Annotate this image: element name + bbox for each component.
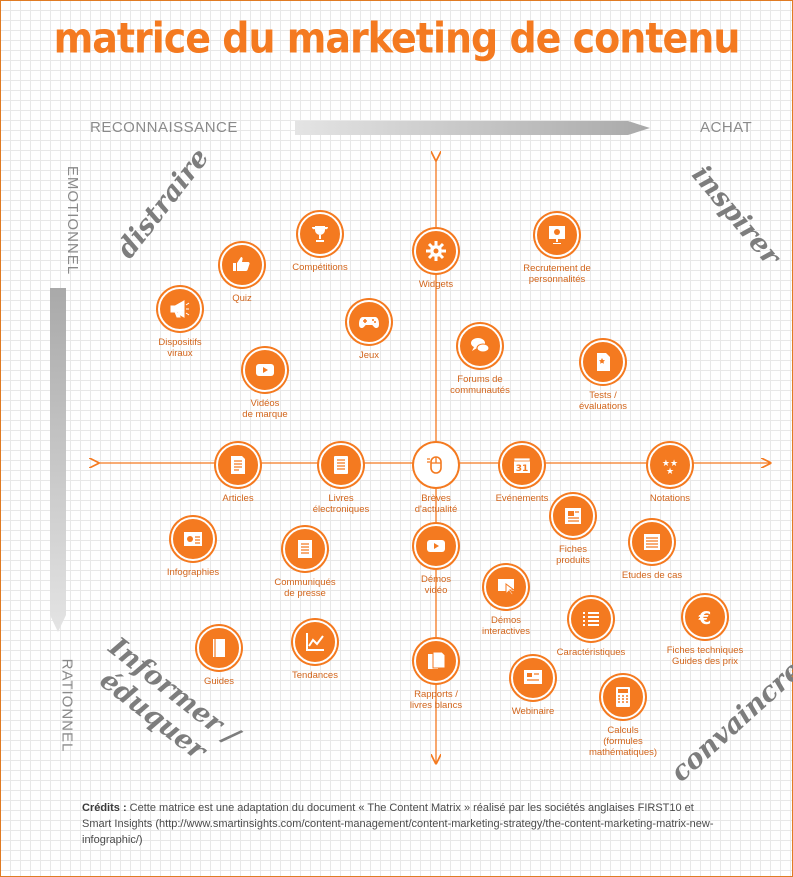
node-label: Notations	[649, 493, 691, 504]
node-news: Brèves d'actualité	[376, 443, 496, 515]
article-icon	[216, 443, 260, 487]
calculator-icon	[601, 675, 645, 719]
celebrity-icon	[535, 213, 579, 257]
svg-text:★★: ★★	[662, 459, 678, 469]
node-press-releases: Communiqués de presse	[245, 527, 365, 599]
node-label: Guides	[203, 676, 235, 687]
node-label: Compétitions	[292, 262, 348, 273]
axis-label-awareness: RECONNAISSANCE	[90, 119, 238, 136]
node-label: Widgets	[418, 279, 454, 290]
node-quiz: Quiz	[182, 243, 302, 304]
credits-body: Cette matrice est une adaptation du docu…	[82, 802, 714, 846]
node-label: Fiches techniques Guides des prix	[666, 645, 744, 667]
node-label: Jeux	[358, 350, 380, 361]
calendar-icon: 31	[500, 443, 544, 487]
node-label: Livres électroniques	[312, 493, 370, 515]
node-label: Dispositifs viraux	[158, 337, 202, 359]
node-product-sheets: Fiches produits	[513, 494, 633, 566]
emotional-to-rational-arrow	[50, 288, 66, 632]
node-label: Quiz	[232, 293, 252, 304]
trophy-icon	[298, 212, 342, 256]
node-webinar: Webinaire	[473, 656, 593, 717]
node-label: Tendances	[292, 670, 338, 681]
node-label: Démos interactives	[481, 615, 531, 637]
node-label: Webinaire	[511, 706, 555, 717]
node-viral: Dispositifs viraux	[120, 287, 240, 359]
node-trends: Tendances	[255, 620, 375, 681]
node-infographics: Infographies	[133, 517, 253, 578]
book-icon	[197, 626, 241, 670]
chat-icon	[458, 324, 502, 368]
node-articles: Articles	[178, 443, 298, 504]
node-label: Caractéristiques	[556, 647, 626, 658]
node-whitepapers: Rapports / livres blancs	[376, 639, 496, 711]
credits-text: Crédits : Cette matrice est une adaptati…	[82, 800, 722, 848]
node-guides: Guides	[159, 626, 279, 687]
euro-icon: €	[683, 595, 727, 639]
video-demo-icon	[414, 524, 458, 568]
trend-icon	[293, 620, 337, 664]
awareness-to-purchase-arrow	[295, 121, 650, 135]
node-label: Evénements	[495, 493, 549, 504]
node-competitions: Compétitions	[260, 212, 380, 273]
node-interactive-demos: Démos interactives	[446, 565, 566, 637]
case-study-icon	[630, 520, 674, 564]
node-label: Brèves d'actualité	[414, 493, 458, 515]
axis-label-emotional: EMOTIONNEL	[64, 165, 82, 276]
node-label: Calculs (formules mathématiques)	[588, 725, 658, 758]
node-label: Fiches produits	[556, 544, 590, 566]
node-games: Jeux	[309, 300, 429, 361]
review-icon	[581, 340, 625, 384]
node-label: Recrutement de personnalités	[523, 263, 591, 285]
gamepad-icon	[347, 300, 391, 344]
infographic-icon	[171, 517, 215, 561]
node-video-demos: Démos vidéo	[376, 524, 496, 596]
press-release-icon	[283, 527, 327, 571]
webinar-icon	[511, 656, 555, 700]
thumbs-icon	[220, 243, 264, 287]
node-ratings: ★★ ★ Notations	[610, 443, 730, 504]
node-datasheets: € Fiches techniques Guides des prix	[645, 595, 765, 667]
node-label: Rapports / livres blancs	[409, 689, 463, 711]
svg-text:€: €	[698, 608, 712, 629]
credits-prefix: Crédits :	[82, 802, 127, 814]
node-brand-videos: Vidéos de marque	[205, 348, 325, 420]
node-label: Vidéos de marque	[242, 398, 288, 420]
node-label: Articles	[222, 493, 254, 504]
node-label: Forums de communautés	[450, 374, 510, 396]
node-forums: Forums de communautés	[420, 324, 540, 396]
node-celebrity: Recrutement de personnalités	[497, 213, 617, 285]
gear-icon	[414, 229, 458, 273]
mouse-icon	[414, 443, 458, 487]
node-reviews: Tests / évaluations	[543, 340, 663, 412]
play-icon	[243, 348, 287, 392]
node-case-studies: Etudes de cas	[592, 520, 712, 581]
node-label: Etudes de cas	[621, 570, 683, 581]
megaphone-icon	[158, 287, 202, 331]
documents-icon	[414, 639, 458, 683]
axis-label-purchase: ACHAT	[700, 119, 753, 136]
axis-label-rational: RATIONNEL	[58, 658, 76, 753]
product-sheet-icon	[551, 494, 595, 538]
node-label: Infographies	[166, 567, 220, 578]
node-label: Démos vidéo	[420, 574, 452, 596]
svg-text:31: 31	[516, 464, 529, 474]
node-events: 31 Evénements	[462, 443, 582, 504]
ebook-icon	[319, 443, 363, 487]
stars-icon: ★★ ★	[648, 443, 692, 487]
node-label: Tests / évaluations	[578, 390, 628, 412]
svg-text:★: ★	[666, 467, 674, 477]
node-widgets: Widgets	[376, 229, 496, 290]
interactive-demo-icon	[484, 565, 528, 609]
page-title: matrice du marketing de contenu	[53, 13, 741, 63]
node-features: Caractéristiques	[531, 597, 651, 658]
node-calculations: Calculs (formules mathématiques)	[563, 675, 683, 758]
list-icon	[569, 597, 613, 641]
node-label: Communiqués de presse	[274, 577, 336, 599]
node-ebooks: Livres électroniques	[281, 443, 401, 515]
